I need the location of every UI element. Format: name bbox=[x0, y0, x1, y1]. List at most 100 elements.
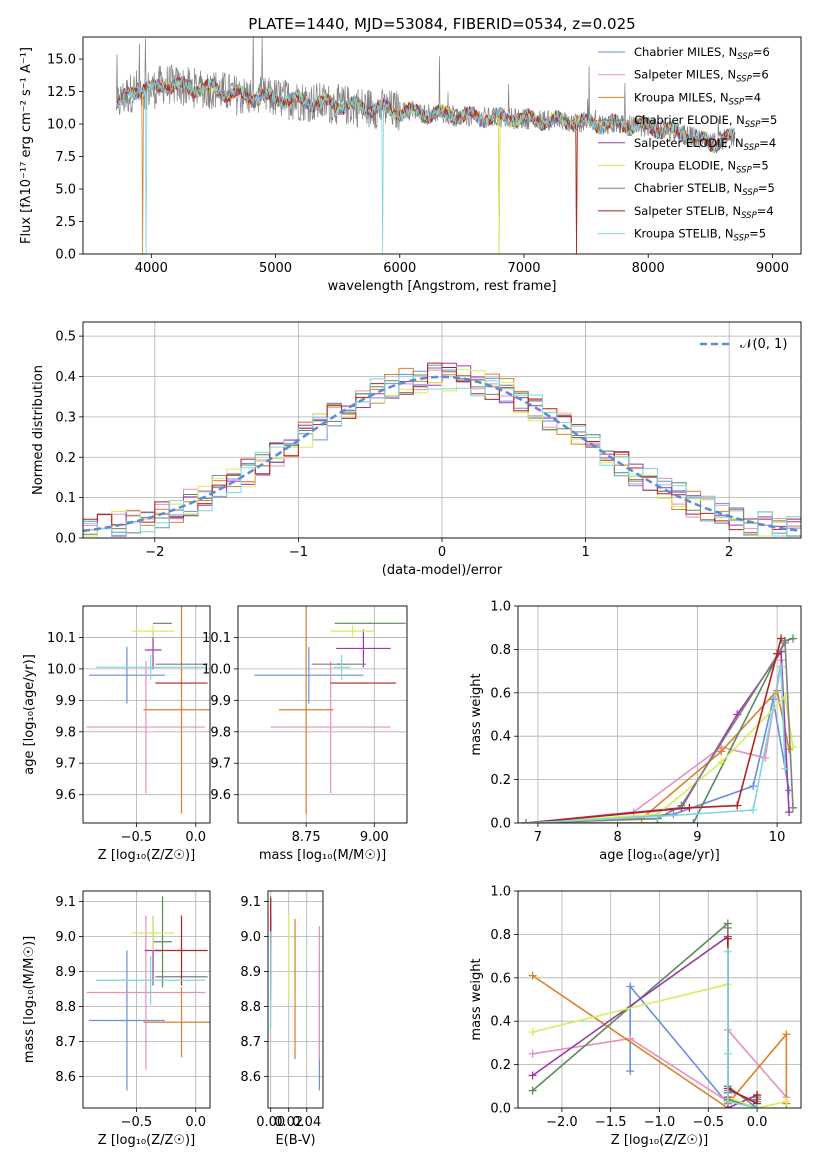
x-tick-label: 0.0 bbox=[185, 1115, 206, 1130]
legend-entry: Kroupa MILES, NSSP=4 bbox=[634, 90, 761, 107]
y-tick-label: 8.7 bbox=[240, 1035, 261, 1050]
legend-text: Chabrier MILES, N bbox=[634, 45, 737, 59]
legend-entry: Salpeter MILES, NSSP=6 bbox=[634, 68, 769, 85]
y-tick-label: 12.5 bbox=[47, 85, 76, 100]
legend-entry: Kroupa STELIB, NSSP=5 bbox=[634, 227, 766, 244]
grid bbox=[238, 606, 407, 823]
x-tick-label: −0.5 bbox=[121, 1115, 153, 1130]
data-marker bbox=[777, 634, 786, 643]
y-tick-label: 10.1 bbox=[202, 631, 231, 646]
legend-count: =4 bbox=[759, 136, 776, 150]
x-tick-label: −1 bbox=[289, 545, 308, 560]
y-tick-label: 0.6 bbox=[490, 686, 511, 701]
x-axis-label: Z [log₁₀(Z/Z☉)] bbox=[98, 848, 195, 863]
data-marker bbox=[723, 1049, 732, 1058]
data-marker bbox=[626, 982, 635, 991]
y-tick-label: 1.0 bbox=[490, 600, 511, 615]
y-tick-label: 0.0 bbox=[490, 817, 511, 832]
y-tick-label: 10.0 bbox=[47, 662, 76, 677]
x-tick-label: 2 bbox=[725, 545, 733, 560]
y-tick-label: 9.7 bbox=[210, 757, 231, 772]
legend-entry: Salpeter ELODIE, NSSP=4 bbox=[634, 136, 776, 153]
data-marker bbox=[528, 1049, 537, 1058]
y-tick-label: 8.7 bbox=[55, 1035, 76, 1050]
legend-count: =5 bbox=[752, 159, 769, 173]
y-tick-label: 0.4 bbox=[490, 1015, 511, 1030]
x-tick-label: 0.0 bbox=[747, 1115, 768, 1130]
x-tick-label: 8.75 bbox=[292, 830, 321, 845]
plot-area bbox=[83, 362, 801, 537]
y-axis-label: Normed distribution bbox=[31, 365, 46, 495]
x-tick-label: 10 bbox=[769, 830, 786, 845]
y-tick-label: 0.6 bbox=[490, 971, 511, 986]
x-axis-label: wavelength [Angstrom, rest frame] bbox=[328, 279, 557, 294]
chart-residuals: −2 −1 0 1 2 0.0 0.1 0.2 0.3 0.4 0.5 (data-model)/er… bbox=[31, 321, 802, 578]
y-tick-label: 0.4 bbox=[490, 730, 511, 745]
data-marker bbox=[723, 947, 732, 956]
axes-frame bbox=[237, 605, 408, 824]
legend-count: =4 bbox=[757, 204, 774, 218]
series-line bbox=[526, 637, 794, 823]
y-tick-label: 10.0 bbox=[202, 662, 231, 677]
series-line bbox=[532, 935, 758, 1108]
y-tick-label: 0.2 bbox=[490, 773, 511, 788]
legend-text: Salpeter MILES, N bbox=[634, 68, 736, 82]
plot-area bbox=[86, 896, 210, 1091]
y-axis-label: mass [log₁₀(M/M☉)] bbox=[22, 936, 37, 1063]
axes-frame bbox=[267, 890, 324, 1109]
y-tick-label: 9.7 bbox=[55, 757, 76, 772]
x-tick-label: −1.0 bbox=[644, 1115, 676, 1130]
data-marker bbox=[781, 764, 790, 773]
legend-text: Salpeter ELODIE, N bbox=[634, 136, 744, 150]
x-tick-label: 9 bbox=[693, 830, 701, 845]
x-tick-label: 0.04 bbox=[292, 1115, 321, 1130]
series-line bbox=[525, 640, 794, 823]
x-tick-label: −0.5 bbox=[693, 1115, 725, 1130]
x-tick-label: 0.00 bbox=[256, 1115, 285, 1130]
legend-text: Chabrier ELODIE, N bbox=[634, 113, 745, 127]
legend-subscript: SSP bbox=[737, 52, 753, 62]
x-tick-label: 8000 bbox=[632, 261, 665, 276]
data-marker bbox=[528, 971, 537, 980]
y-tick-label: 10.0 bbox=[47, 118, 76, 133]
plot-area bbox=[270, 896, 320, 1091]
data-marker bbox=[626, 1067, 635, 1076]
histogram-step bbox=[83, 362, 801, 531]
data-marker bbox=[528, 1071, 537, 1080]
legend-subscript: SSP bbox=[744, 143, 760, 153]
legend-text: Salpeter STELIB, N bbox=[634, 204, 741, 218]
data-marker bbox=[723, 934, 732, 943]
y-tick-label: 0.0 bbox=[55, 532, 76, 547]
legend-subscript: SSP bbox=[742, 188, 758, 198]
grid bbox=[518, 890, 801, 1109]
series-line bbox=[525, 660, 782, 823]
y-tick-label: 0.0 bbox=[55, 248, 76, 263]
legend-subscript: SSP bbox=[734, 234, 750, 244]
x-tick-label: 1 bbox=[581, 545, 589, 560]
data-marker bbox=[789, 803, 798, 812]
y-tick-label: 9.1 bbox=[240, 895, 261, 910]
grid bbox=[83, 322, 801, 539]
y-tick-label: 9.9 bbox=[55, 694, 76, 709]
y-tick-label: 0.2 bbox=[490, 1058, 511, 1073]
chart-age-vs-Z: −0.5 0.0 9.6 9.7 9.8 9.9 10.0 10.1 Z [log₁₀(Z/Z☉… bbox=[22, 605, 211, 863]
data-marker bbox=[773, 649, 782, 658]
y-tick-label: 9.6 bbox=[55, 788, 76, 803]
data-marker bbox=[753, 1104, 762, 1108]
legend-text: Chabrier STELIB, N bbox=[634, 181, 742, 195]
plot-area bbox=[521, 634, 798, 823]
y-tick-label: 8.8 bbox=[240, 1000, 261, 1015]
y-tick-label: 15.0 bbox=[47, 53, 76, 68]
plot-area bbox=[86, 606, 210, 814]
legend-count: =5 bbox=[758, 181, 775, 195]
data-marker bbox=[653, 812, 662, 821]
y-tick-label: 0.2 bbox=[55, 451, 76, 466]
chart-title: PLATE=1440, MJD=53084, FIBERID=0534, z=0… bbox=[248, 15, 635, 33]
data-marker bbox=[723, 923, 732, 932]
histogram-step bbox=[83, 362, 801, 537]
y-axis-label: Flux [fλ10⁻¹⁷ erg cm⁻² s⁻¹ A⁻¹] bbox=[19, 47, 34, 244]
x-tick-label: 7000 bbox=[507, 261, 540, 276]
data-marker bbox=[723, 1097, 732, 1106]
y-tick-label: 9.6 bbox=[210, 788, 231, 803]
y-tick-label: 0.8 bbox=[490, 643, 511, 658]
